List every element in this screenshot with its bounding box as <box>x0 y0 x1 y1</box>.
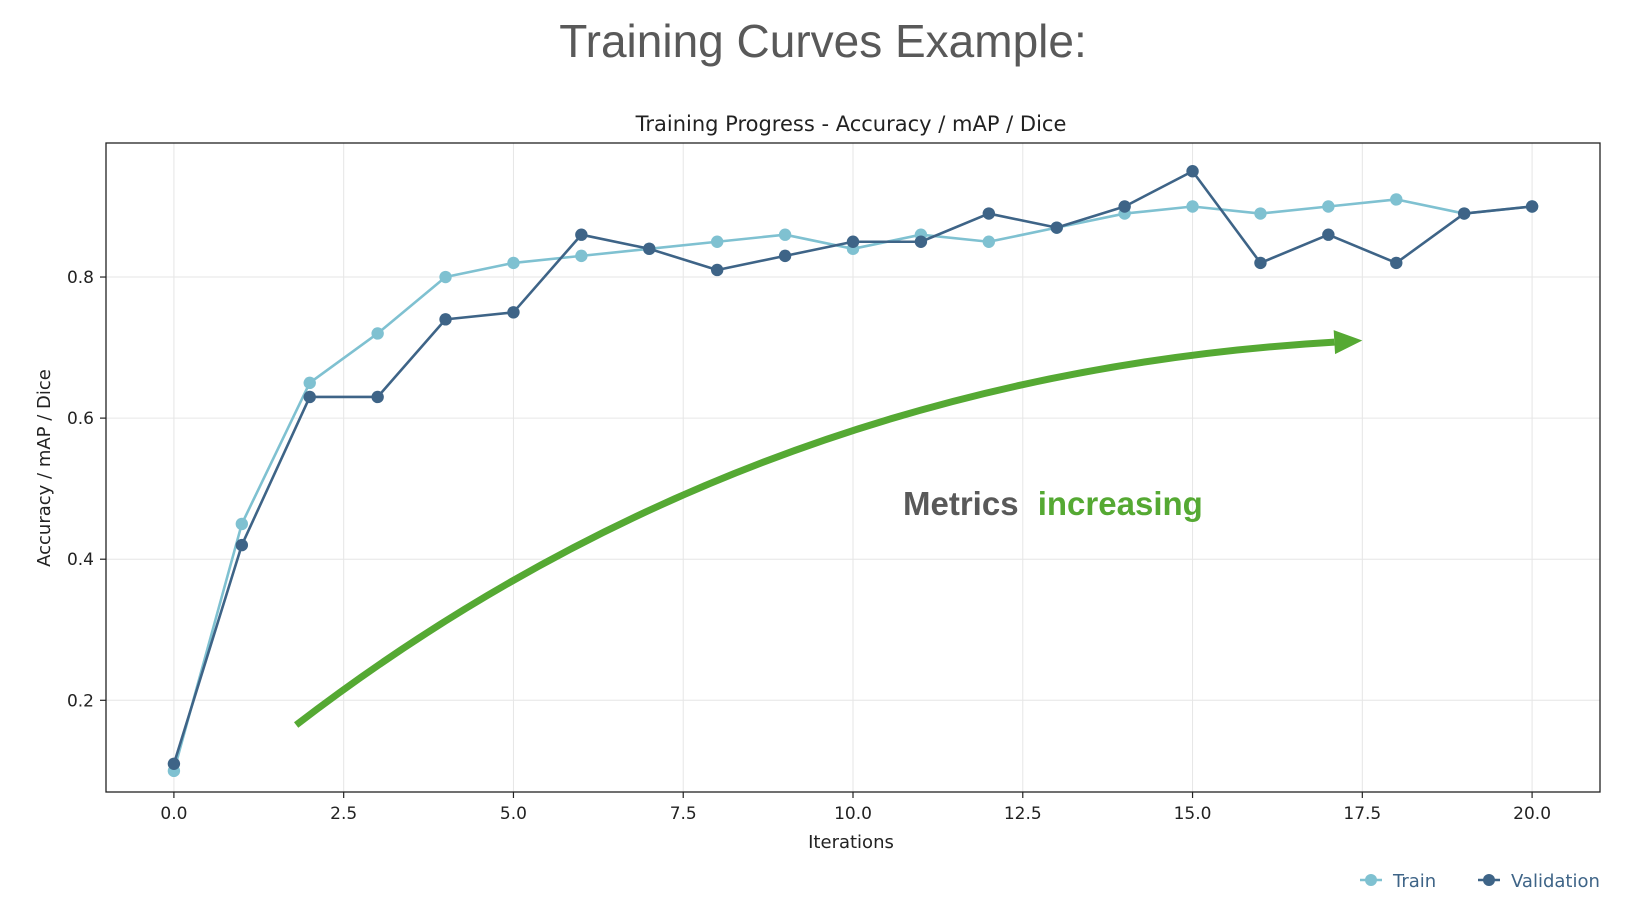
y-tick-label: 0.6 <box>67 409 94 429</box>
page-title: Training Curves Example: <box>559 15 1087 67</box>
annotation-text: Metrics increasing <box>903 485 1203 522</box>
legend-marker <box>1365 874 1377 886</box>
x-tick-label: 12.5 <box>1004 804 1042 824</box>
data-point-train <box>778 228 792 241</box>
data-point-validation <box>1390 256 1403 270</box>
data-point-train <box>371 327 384 340</box>
data-point-validation <box>235 538 249 552</box>
annotation-arrow-head <box>1333 330 1363 355</box>
data-point-train <box>710 235 724 248</box>
data-point-train <box>982 235 996 248</box>
x-tick-label: 0.0 <box>160 804 187 824</box>
data-point-validation <box>1525 200 1539 213</box>
series-validation <box>167 165 1539 770</box>
data-point-train <box>303 376 316 390</box>
data-point-validation <box>1254 256 1267 270</box>
data-point-train <box>575 249 588 263</box>
series-train <box>167 193 1539 778</box>
data-point-validation <box>303 390 316 404</box>
legend-label-train: Train <box>1392 871 1436 892</box>
annotation-arrow <box>294 330 1363 728</box>
chart-title: Training Progress - Accuracy / mAP / Dic… <box>635 112 1067 136</box>
x-tick-label: 20.0 <box>1513 804 1551 824</box>
data-point-validation <box>1050 221 1063 234</box>
data-point-validation <box>643 242 656 256</box>
data-point-validation <box>982 207 996 220</box>
x-tick-label: 17.5 <box>1343 804 1381 824</box>
data-point-validation <box>167 757 181 770</box>
data-point-train <box>1390 193 1403 206</box>
data-point-validation <box>1118 200 1131 213</box>
annotation-highlight: increasing <box>1038 485 1203 522</box>
data-point-train <box>439 270 452 284</box>
x-tick-label: 7.5 <box>670 804 697 824</box>
series-group <box>167 165 1539 778</box>
legend-item-validation: Validation <box>1478 871 1600 892</box>
data-point-validation <box>1186 165 1199 178</box>
y-tick-label: 0.8 <box>67 268 94 288</box>
data-point-validation <box>575 228 588 241</box>
annotation-prefix: Metrics <box>903 485 1019 522</box>
x-axis-label: Iterations <box>808 832 894 853</box>
data-point-validation <box>914 235 928 248</box>
legend-marker <box>1483 874 1495 886</box>
legend-label-validation: Validation <box>1511 871 1600 892</box>
data-point-train <box>235 517 249 531</box>
grid-lines <box>106 143 1600 792</box>
data-point-validation <box>778 249 792 263</box>
data-point-validation <box>1457 207 1471 220</box>
x-tick-label: 15.0 <box>1174 804 1212 824</box>
data-point-validation <box>439 313 452 326</box>
data-point-train <box>1322 200 1335 213</box>
x-tick-label: 10.0 <box>834 804 872 824</box>
axis-ticks: 0.0 2.5 5.0 7.5 10.0 12.5 15.0 17.5 20.0 0.2 0.4 0.… <box>67 268 1551 824</box>
legend: Train Validation <box>1360 871 1600 892</box>
data-point-validation <box>846 235 860 248</box>
data-point-validation <box>371 390 384 404</box>
annotation-arrow-shaft <box>294 338 1335 728</box>
data-point-train <box>1186 200 1199 213</box>
data-point-train <box>507 256 520 270</box>
legend-item-train: Train <box>1360 871 1436 892</box>
data-point-validation <box>1322 228 1335 241</box>
x-tick-label: 2.5 <box>330 804 357 824</box>
x-tick-label: 5.0 <box>500 804 527 824</box>
data-point-validation <box>710 263 724 277</box>
y-tick-label: 0.2 <box>67 691 94 711</box>
y-tick-label: 0.4 <box>67 550 94 570</box>
data-point-validation <box>507 306 520 319</box>
y-axis-label: Accuracy / mAP / Dice <box>34 369 55 567</box>
data-point-train <box>1254 207 1267 220</box>
